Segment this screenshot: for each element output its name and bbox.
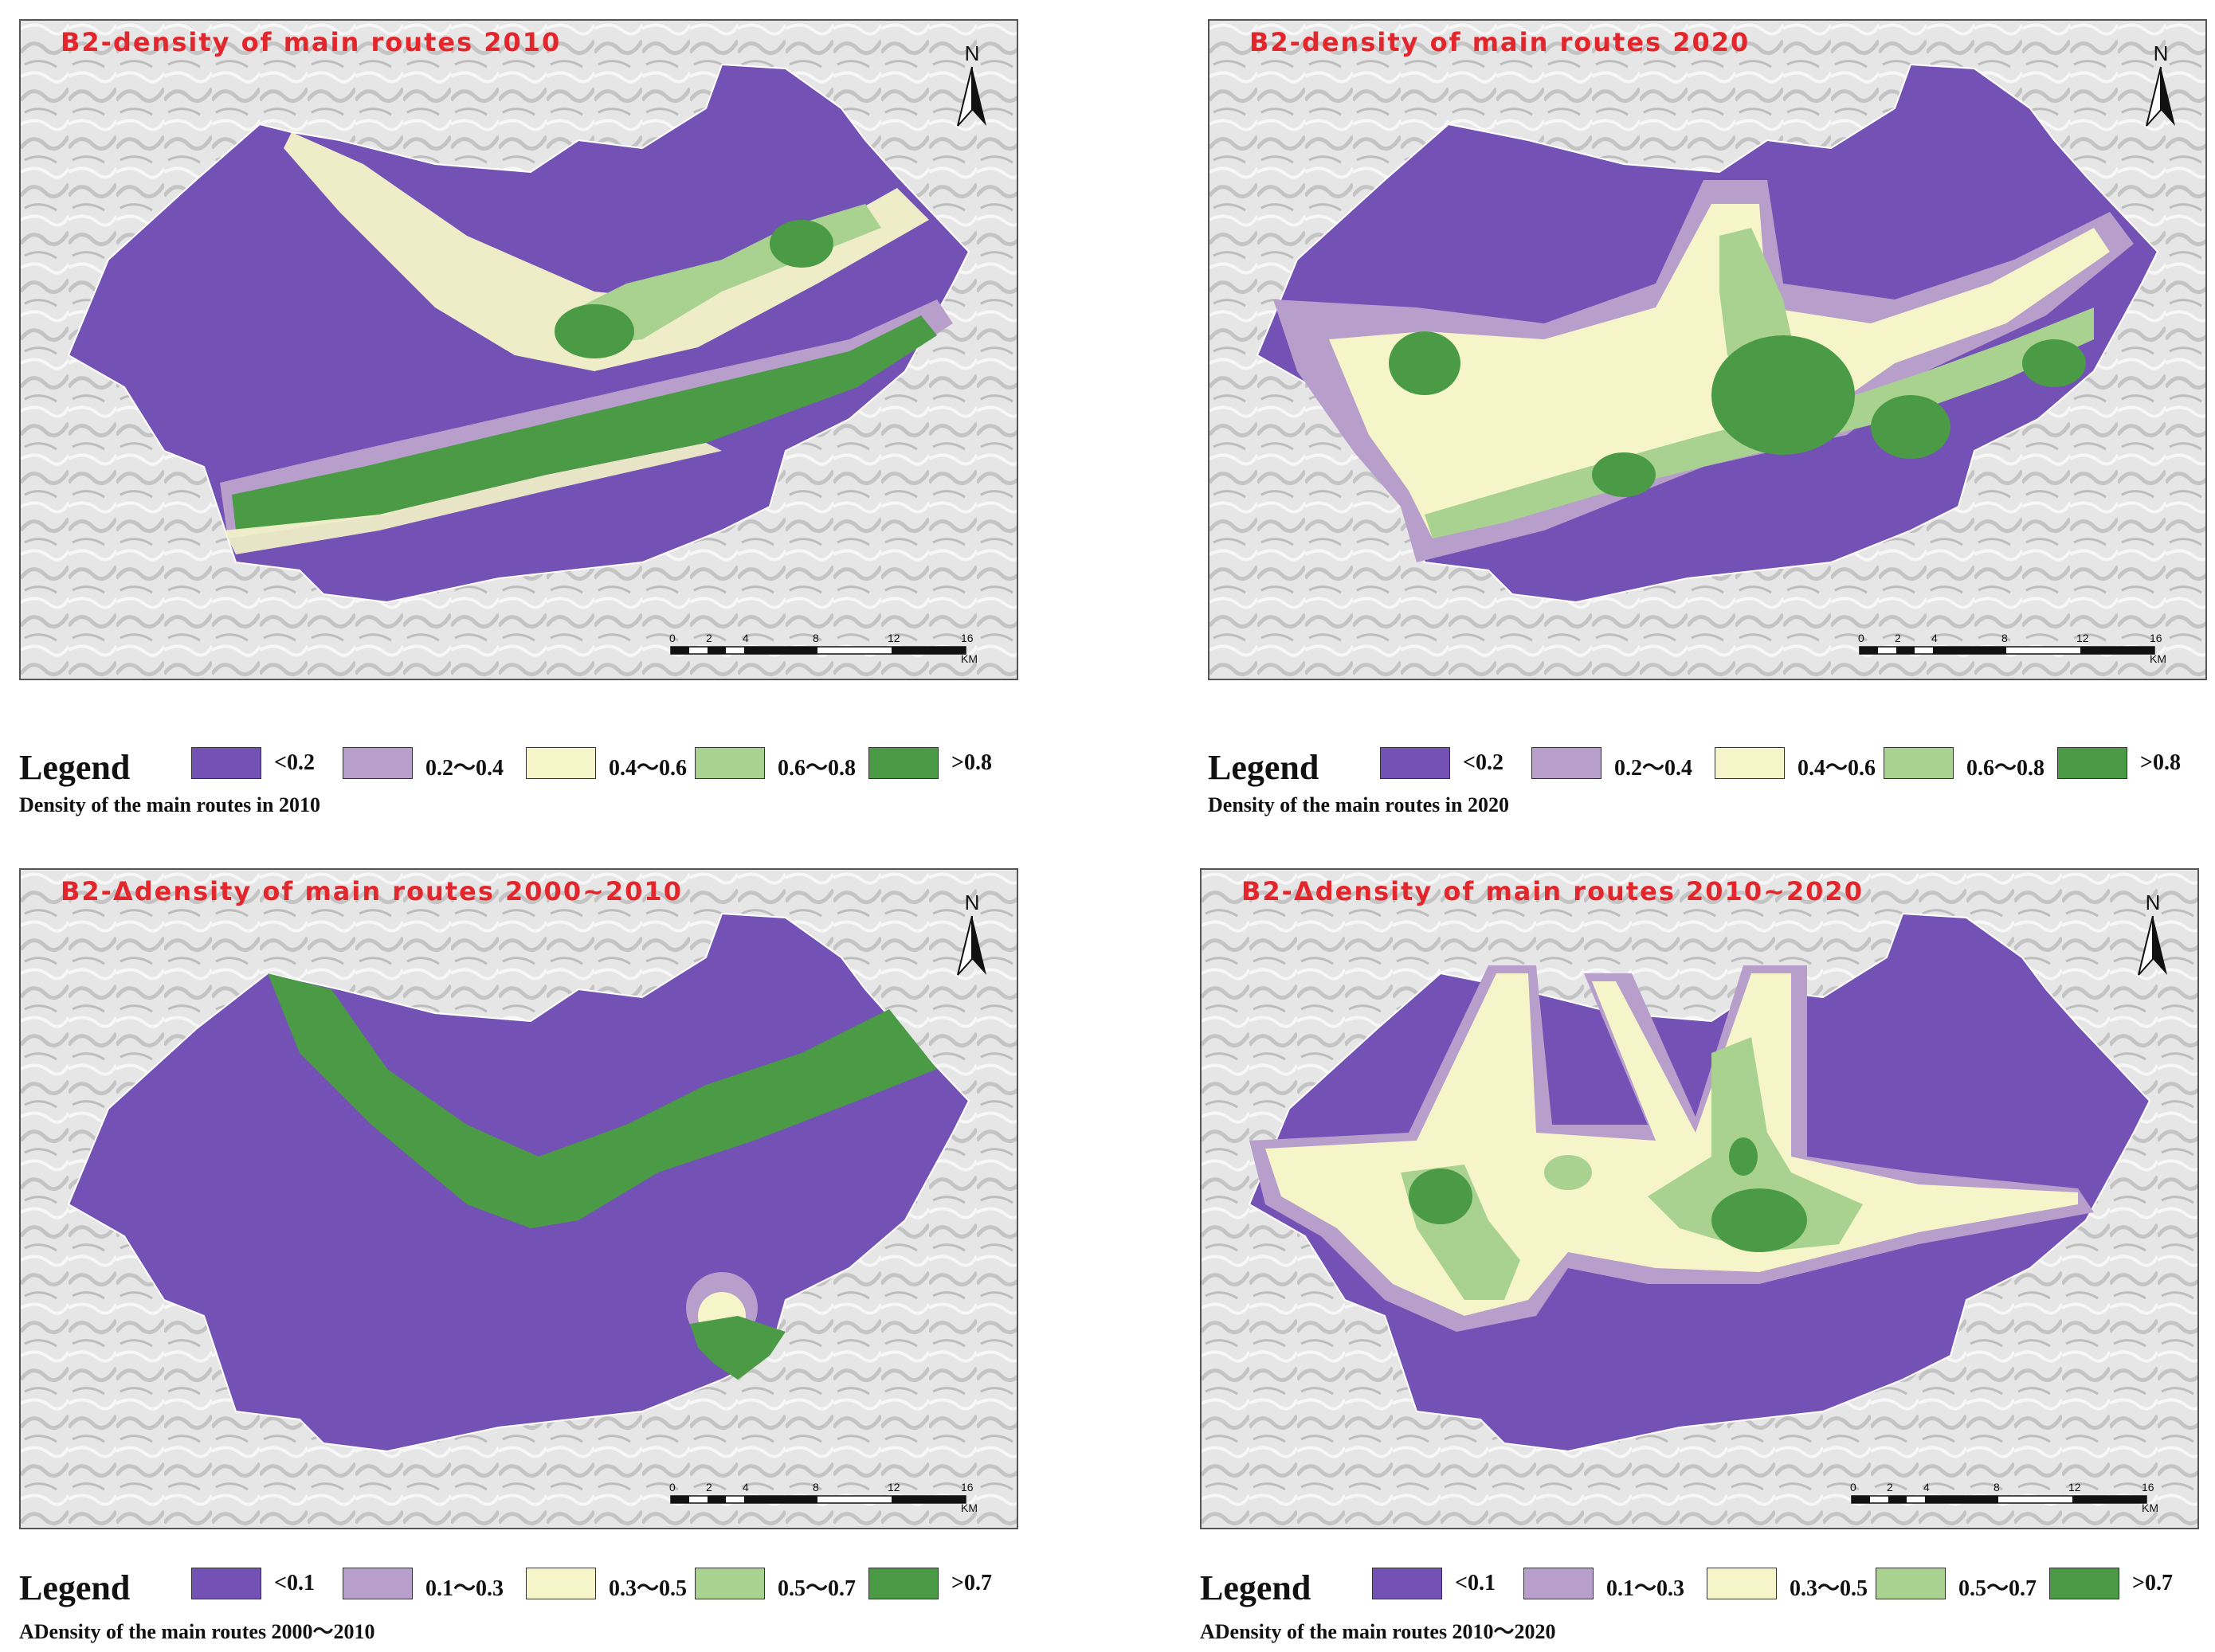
scale-bar: 0 2 4 8 12 16 KM	[664, 631, 983, 666]
map-frame: B2-density of main routes 2020 N 0 2 4 8…	[1208, 19, 2207, 680]
legend: Legend <0.2 0.2～0.4 0.4～0.6 0.6～0.8 >0.8	[19, 747, 992, 787]
scale-unit: KM	[2142, 1501, 2158, 1514]
scale-tick-4: 12	[888, 1481, 900, 1493]
patch-gt07-a	[1409, 1169, 1472, 1224]
density-map	[21, 21, 1017, 679]
map-frame: B2-density of main routes 2010 N 0 2 4 8…	[19, 19, 1018, 680]
scale-tick-3: 8	[813, 632, 819, 644]
north-label: N	[2146, 891, 2161, 914]
north-label: N	[965, 41, 980, 65]
legend: Legend <0.2 0.2～0.4 0.4～0.6 0.6～0.8 >0.8	[1208, 747, 2181, 787]
map-title: B2-Δdensity of main routes 2010~2020	[1241, 876, 1864, 906]
legend-title: Legend	[19, 1568, 131, 1607]
band-gt07	[268, 973, 937, 1228]
map-title: B2-density of main routes 2020	[1249, 27, 1750, 57]
density-map	[1202, 870, 2197, 1528]
scale-unit: KM	[961, 1501, 978, 1514]
scale-unit: KM	[961, 652, 978, 665]
scale-bar: 0 2 4 8 12 16 KM	[1845, 1480, 2164, 1515]
band-gt08	[232, 315, 937, 530]
patch-gt08-a	[1389, 331, 1460, 395]
scale-tick-3: 8	[2001, 632, 2008, 644]
scale-tick-0: 0	[669, 632, 676, 644]
scale-tick-3: 8	[813, 1481, 819, 1493]
north-arrow-icon: N	[957, 41, 986, 127]
patch-gt07	[690, 1316, 786, 1380]
patch-gt08-a	[555, 304, 634, 358]
scale-tick-0: 0	[1858, 632, 1864, 644]
scale-tick-1: 2	[706, 632, 712, 644]
north-arrow-icon: N	[2138, 891, 2167, 976]
north-arrow-icon: N	[2146, 41, 2175, 127]
patch-gt07-b	[1711, 1188, 1807, 1252]
scale-tick-5: 16	[2142, 1481, 2154, 1493]
density-map	[1209, 21, 2205, 679]
scale-tick-2: 4	[743, 1481, 749, 1493]
map-frame: B2-Δdensity of main routes 2000~2010 N 0…	[19, 868, 1018, 1529]
patch-gt08-c	[1871, 395, 1950, 459]
scale-tick-4: 12	[2068, 1481, 2081, 1493]
scale-tick-0: 0	[669, 1481, 676, 1493]
scale-bar: 0 2 4 8 12 16 KM	[664, 1480, 983, 1515]
north-arrow-icon: N	[957, 891, 986, 976]
patch-gt08-e	[1592, 452, 1656, 497]
scale-tick-1: 2	[1895, 632, 1901, 644]
patch-gt07-c	[1729, 1137, 1758, 1176]
band-05-07-b	[1648, 1037, 1863, 1252]
scale-unit: KM	[2150, 652, 2166, 665]
scale-tick-2: 4	[1923, 1481, 1930, 1493]
scale-tick-1: 2	[1887, 1481, 1893, 1493]
north-label: N	[965, 891, 980, 914]
legend-title: Legend	[19, 748, 131, 787]
scale-tick-2: 4	[1931, 632, 1938, 644]
band-04-06	[284, 132, 929, 371]
legend-subtitle: Density of the main routes in 2010	[19, 793, 320, 816]
scale-bar: 0 2 4 8 12 16 KM	[1853, 631, 2172, 666]
scale-tick-0: 0	[1850, 1481, 1856, 1493]
legend-subtitle: ADensity of the main routes 2000～2010	[19, 1620, 375, 1643]
scale-tick-5: 16	[961, 1481, 974, 1493]
patch-05-07-c	[1544, 1155, 1592, 1190]
legend-subtitle: Density of the main routes in 2020	[1208, 793, 1509, 816]
map-title: B2-Δdensity of main routes 2000~2010	[61, 876, 683, 906]
scale-tick-3: 8	[1994, 1481, 2000, 1493]
legend-title: Legend	[1208, 748, 1319, 787]
legend-title: Legend	[1200, 1568, 1311, 1607]
legend: Legend <0.1 0.1～0.3 0.3～0.5 0.5～0.7 >0.7	[19, 1568, 992, 1607]
scale-tick-4: 12	[888, 632, 900, 644]
scale-tick-4: 12	[2076, 632, 2089, 644]
scale-tick-1: 2	[706, 1481, 712, 1493]
patch-gt08-b	[1711, 335, 1855, 455]
scale-tick-5: 16	[961, 632, 974, 644]
density-map	[21, 870, 1017, 1528]
map-title: B2-density of main routes 2010	[61, 27, 562, 57]
band-04-06-b	[224, 443, 722, 554]
scale-tick-5: 16	[2150, 632, 2162, 644]
patch-gt08-d	[2022, 339, 2086, 387]
patch-gt08-b	[770, 220, 833, 268]
scale-tick-2: 4	[743, 632, 749, 644]
map-frame: B2-Δdensity of main routes 2010~2020 N 0…	[1200, 868, 2199, 1529]
north-label: N	[2154, 41, 2169, 65]
legend-subtitle: ADensity of the main routes 2010～2020	[1200, 1620, 1556, 1643]
legend: Legend <0.1 0.1～0.3 0.3～0.5 0.5～0.7 >0.7	[1200, 1568, 2173, 1607]
